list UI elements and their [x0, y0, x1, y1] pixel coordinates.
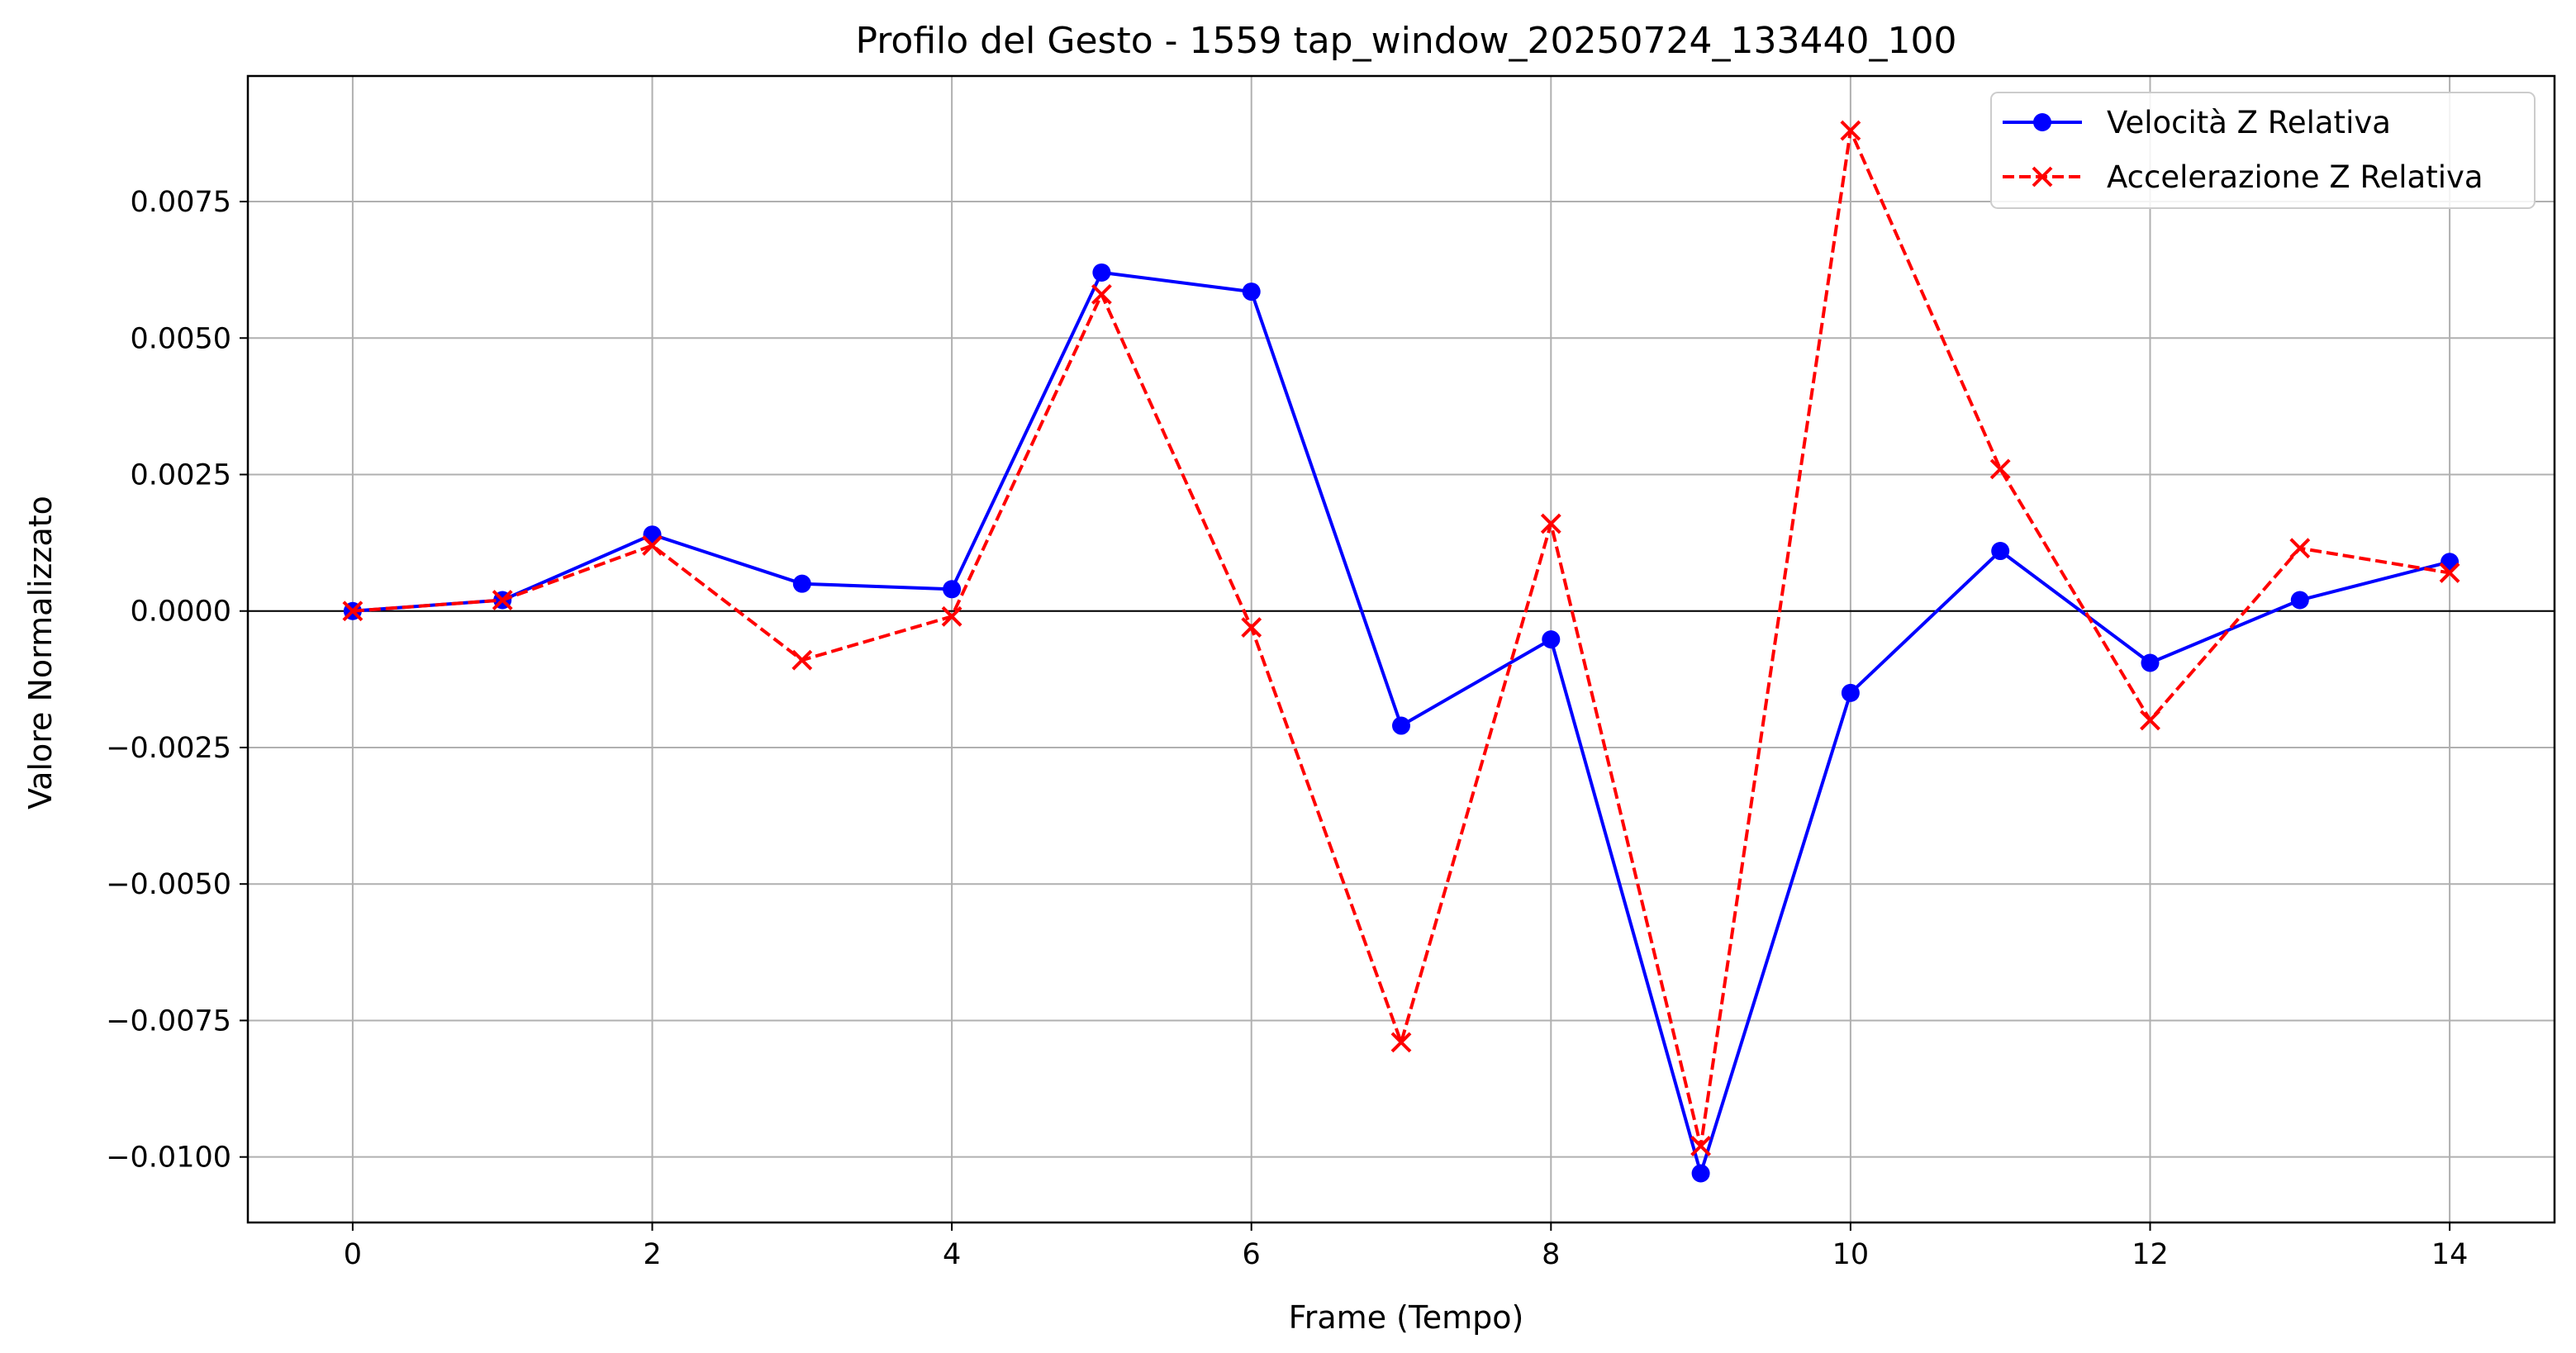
- data-point: [943, 580, 962, 599]
- data-point: [1091, 283, 1112, 305]
- data-point: [1989, 458, 2011, 480]
- legend-marker-velocita: [2033, 113, 2051, 131]
- y-tick-label: 0.0000: [131, 596, 231, 629]
- data-point: [342, 601, 364, 622]
- data-point: [1690, 1136, 1712, 1156]
- legend-marker-accelerazione: [2032, 166, 2053, 188]
- series-layer: [342, 120, 2460, 1183]
- series-1: [342, 120, 2460, 1156]
- data-point: [1991, 542, 2010, 561]
- x-tick-label: 10: [1832, 1238, 1870, 1271]
- data-point: [1392, 716, 1410, 735]
- data-point: [792, 574, 811, 593]
- legend-box: [1990, 92, 2536, 209]
- x-tick-label: 8: [1542, 1238, 1560, 1271]
- plot-area-frame: [246, 74, 2556, 1224]
- data-point: [1092, 263, 1111, 282]
- data-point: [791, 649, 813, 671]
- grid: [248, 76, 2555, 1222]
- y-tick-label: 0.0050: [131, 322, 231, 355]
- chart-title: Profilo del Gesto - 1559 tap_window_2025…: [856, 20, 1957, 62]
- data-point: [2141, 653, 2160, 672]
- data-point: [1691, 1164, 1710, 1183]
- data-point: [941, 605, 962, 627]
- x-axis-label: Frame (Tempo): [1289, 1299, 1524, 1336]
- x-tick-label: 12: [2132, 1238, 2169, 1271]
- x-tick-label: 0: [344, 1238, 362, 1271]
- data-point: [1540, 513, 1561, 534]
- data-point: [2140, 710, 2160, 731]
- data-point: [1242, 282, 1261, 301]
- legend: Velocità Z Relativa Accelerazione Z Rela…: [1990, 92, 2536, 209]
- data-point: [2289, 538, 2311, 559]
- data-point: [1542, 630, 1561, 649]
- y-axis-ticks: −0.0100 −0.0075 −0.0050 −0.0025 0.0000 0.0025…: [106, 186, 248, 1175]
- y-tick-label: −0.0100: [106, 1142, 231, 1175]
- y-tick-label: −0.0075: [106, 1004, 231, 1037]
- x-tick-label: 4: [943, 1238, 961, 1271]
- data-point: [1841, 683, 1860, 702]
- legend-label-velocita: Velocità Z Relativa: [2107, 105, 2391, 140]
- y-tick-label: 0.0075: [131, 186, 231, 219]
- data-point: [492, 590, 513, 610]
- legend-label-accelerazione: Accelerazione Z Relativa: [2107, 159, 2483, 195]
- y-tick-label: −0.0025: [106, 732, 231, 765]
- data-point: [1390, 1032, 1412, 1053]
- x-tick-label: 2: [643, 1238, 661, 1271]
- y-tick-label: 0.0025: [131, 458, 231, 491]
- data-point: [642, 535, 663, 556]
- x-axis-ticks: 0 2 4 6 8 10 12 14: [344, 1222, 2469, 1271]
- y-tick-label: −0.0050: [106, 868, 231, 901]
- data-point: [1840, 120, 1861, 141]
- x-tick-label: 14: [2431, 1238, 2469, 1271]
- data-point: [2290, 591, 2309, 610]
- x-tick-label: 6: [1243, 1238, 1261, 1271]
- data-point: [2439, 563, 2460, 583]
- series-line-1: [352, 129, 2450, 1148]
- y-axis-label: Valore Normalizzato: [22, 496, 59, 809]
- data-point: [1241, 617, 1262, 638]
